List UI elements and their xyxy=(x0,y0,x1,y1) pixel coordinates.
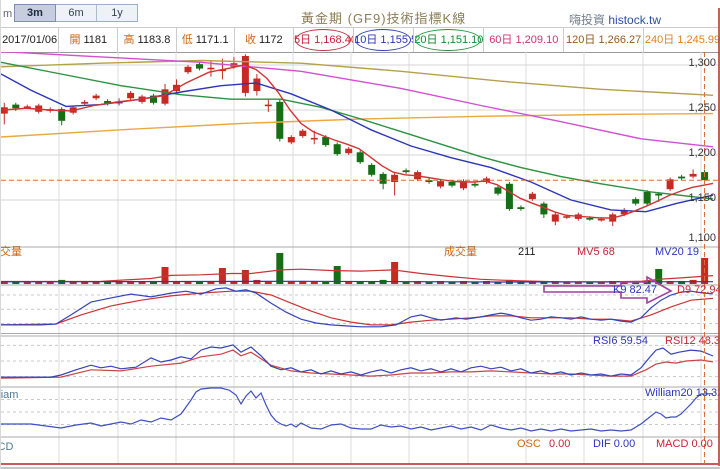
range-button-group: 3m 6m 1y xyxy=(14,4,138,22)
volume-ma-lines xyxy=(1,268,714,283)
chart-canvas[interactable] xyxy=(1,52,720,469)
legend-ma60: 60日 1,209.10 xyxy=(484,28,565,52)
indicator-lines xyxy=(1,287,718,465)
site-link[interactable]: histock.tw xyxy=(608,13,662,27)
legend-ma5: 5日 1,168.40 xyxy=(294,28,355,52)
legend-ma20: 20日 1,151.10 xyxy=(414,28,485,52)
ma-lines xyxy=(1,52,714,219)
legend-ma10: 10日 1,155.51 xyxy=(354,28,415,52)
grid xyxy=(1,52,720,464)
volume-bars xyxy=(1,253,709,284)
range-button-1y[interactable]: 1y xyxy=(97,5,137,21)
toolbar: m 3m 6m 1y 黃金期 (GF9)技術指標K線 嗨投資 histock.t… xyxy=(1,0,720,27)
range-button-6m[interactable]: 6m xyxy=(56,5,97,21)
quote-open: 開 1181 xyxy=(59,28,119,52)
quote-close: 收 1172 xyxy=(235,28,294,52)
quote-date: 2017/01/06 xyxy=(1,28,60,52)
arrow-annotation xyxy=(543,275,673,305)
quote-strip: 2017/01/06 開 1181 高 1183.8 低 1171.1 收 1172 5… xyxy=(1,27,720,53)
bottom-border-line xyxy=(1,467,720,469)
cut-range-button[interactable]: m xyxy=(3,8,13,20)
site-watermark[interactable]: 嗨投資 histock.tw xyxy=(569,11,661,28)
range-button-3m[interactable]: 3m xyxy=(14,4,56,22)
crosshair xyxy=(1,52,720,464)
brand-label: 嗨投資 xyxy=(569,13,606,27)
right-border-line xyxy=(718,8,720,466)
legend-ma120: 120日 1,266.27 xyxy=(564,28,645,52)
page-title: 黃金期 (GF9)技術指標K線 xyxy=(301,11,467,26)
quote-low: 低 1171.1 xyxy=(177,28,235,52)
quote-high: 高 1183.8 xyxy=(118,28,177,52)
legend-ma240: 240日 1,245.99 xyxy=(644,34,720,46)
